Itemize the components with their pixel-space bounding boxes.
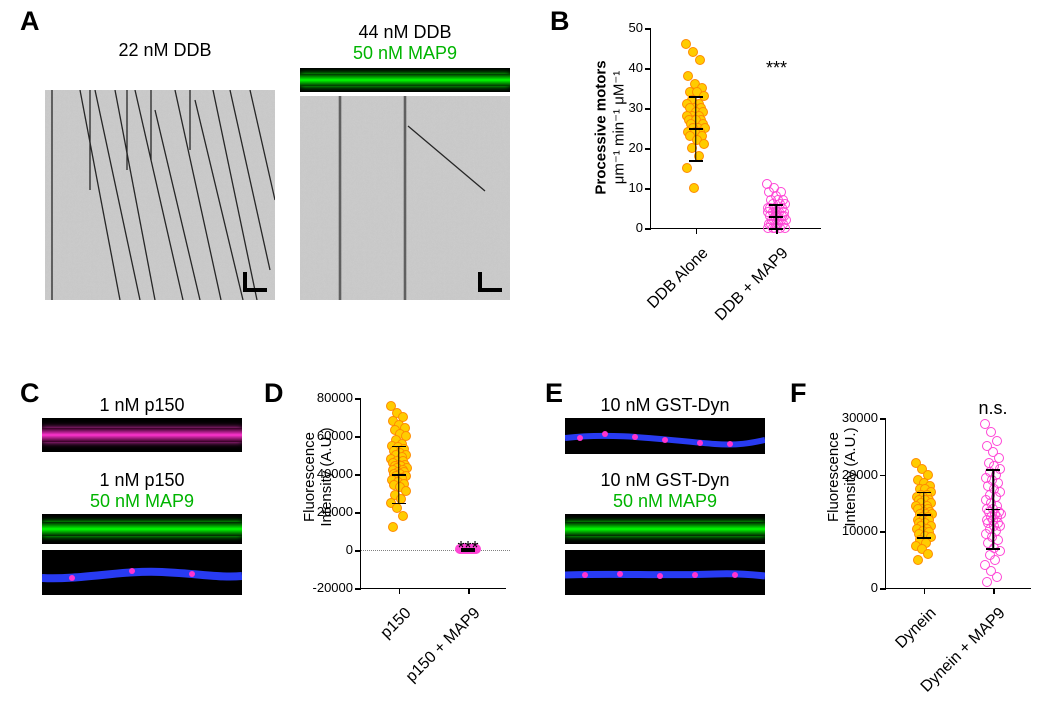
data-point: [992, 436, 1002, 446]
ytick-label: 10000: [828, 523, 878, 538]
data-point: [699, 139, 709, 149]
data-point: [982, 577, 992, 587]
ytick-label: 40: [593, 60, 643, 75]
panel-e-merge-img: [565, 550, 765, 595]
data-point: [913, 555, 923, 565]
panel-e-bot-l2: 50 nM MAP9: [613, 491, 717, 511]
panel-c-merge-img: [42, 550, 242, 595]
scale-bar-v-r: [478, 272, 482, 292]
panel-e-top-img: [565, 418, 765, 454]
ytick-label: 30: [593, 100, 643, 115]
data-point: [398, 511, 408, 521]
panel-e-top-label: 10 nM GST-Dyn: [565, 395, 765, 416]
panel-e-label: E: [545, 378, 563, 409]
scale-bar-v: [243, 272, 247, 292]
map9-line-e: [565, 522, 765, 536]
data-point: [682, 163, 692, 173]
map9-fluor-line: [300, 74, 510, 86]
ytick-label: 0: [593, 220, 643, 235]
kymograph-traces-right: [300, 96, 510, 300]
panel-c-top-text: 1 nM p150: [99, 395, 184, 415]
panel-c-bot-l1: 1 nM p150: [99, 470, 184, 490]
ytick-label: 30000: [828, 410, 878, 425]
merge-e: [565, 550, 765, 595]
figure-root: A 22 nM DDB: [0, 0, 1050, 678]
panel-a-left-condition-text: 22 nM DDB: [118, 40, 211, 60]
ytick-label: 20000: [828, 467, 878, 482]
data-point: [695, 55, 705, 65]
panel-b-ylabel: Processive motors μm⁻¹ min⁻¹ μM⁻¹: [593, 28, 628, 228]
scale-bar-h-r: [482, 288, 502, 292]
ytick-label: 20: [593, 140, 643, 155]
ytick-label: 0: [828, 580, 878, 595]
panel-c-label: C: [20, 378, 40, 409]
panel-a-left-condition: 22 nM DDB: [60, 40, 270, 61]
panel-c-bottom-label: 1 nM p150 50 nM MAP9: [42, 470, 242, 511]
dyn-top: [565, 418, 765, 454]
ytick-label: 40000: [303, 466, 353, 481]
panel-c-map9-img: [42, 514, 242, 544]
ytick-label: 60000: [303, 428, 353, 443]
data-point: [923, 549, 933, 559]
panel-e-bottom-label: 10 nM GST-Dyn 50 nM MAP9: [565, 470, 765, 511]
panel-c-top-img: [42, 418, 242, 452]
ytick-label: 80000: [303, 390, 353, 405]
panel-a-map9-bar: [300, 68, 510, 92]
panel-d-label: D: [264, 378, 284, 409]
panel-a-right-condition: 44 nM DDB 50 nM MAP9: [300, 22, 510, 63]
kymograph-traces-left: [45, 90, 275, 300]
panel-f-label: F: [790, 378, 807, 409]
panel-e-map9-img: [565, 514, 765, 544]
panel-f-plot: 0100002000030000DyneinDynein + MAP9n.s.: [885, 418, 1031, 589]
scale-bar-h: [247, 288, 267, 292]
panel-b-label: B: [550, 6, 570, 37]
ytick-label: 0: [303, 542, 353, 557]
data-point: [990, 555, 1000, 565]
panel-c-top-label: 1 nM p150: [42, 395, 242, 416]
data-point: [689, 183, 699, 193]
panel-b-ylabel-l1: Processive motors: [593, 28, 610, 228]
panel-a-right-line1: 44 nM DDB: [358, 22, 451, 42]
panel-d-plot: -20000020000400006000080000p150p150 + MA…: [360, 398, 506, 589]
panel-e-top-text: 10 nM GST-Dyn: [600, 395, 729, 415]
panel-a-kymo-left: [45, 90, 275, 300]
p150-line: [42, 428, 242, 442]
panel-a-right-line2: 50 nM MAP9: [353, 43, 457, 63]
panel-c-bot-l2: 50 nM MAP9: [90, 491, 194, 511]
merge-c: [42, 550, 242, 595]
data-point: [388, 522, 398, 532]
significance-label: ***: [746, 58, 806, 79]
ytick-label: 20000: [303, 504, 353, 519]
panel-a-label: A: [20, 6, 40, 37]
ytick-label: 10: [593, 180, 643, 195]
significance-label: ***: [438, 538, 498, 559]
panel-e-bot-l1: 10 nM GST-Dyn: [600, 470, 729, 490]
panel-a-kymo-right: [300, 96, 510, 300]
ytick-label: -20000: [303, 580, 353, 595]
significance-label: n.s.: [963, 398, 1023, 419]
panel-b-ylabel-l2: μm⁻¹ min⁻¹ μM⁻¹: [610, 28, 628, 228]
panel-b-plot: 01020304050DDB AloneDDB + MAP9***: [650, 28, 821, 229]
data-point: [992, 572, 1002, 582]
map9-line-c: [42, 522, 242, 536]
ytick-label: 50: [593, 20, 643, 35]
